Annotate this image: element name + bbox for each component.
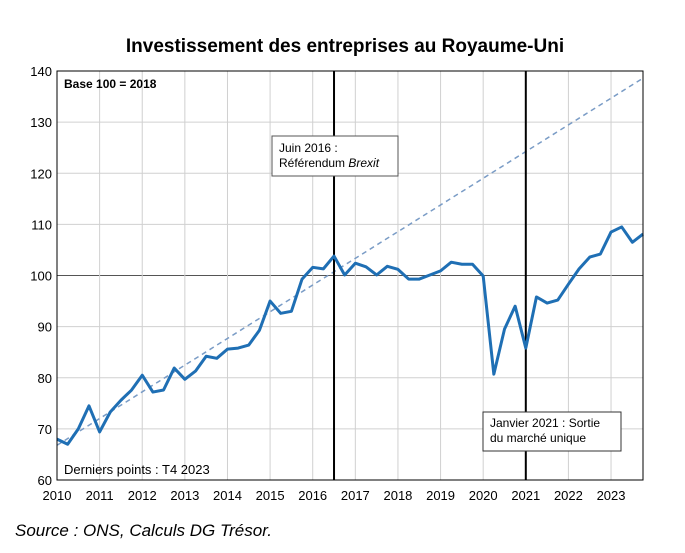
- y-tick-label: 140: [30, 64, 52, 79]
- annotations: Juin 2016 : Référendum Brexit Janvier 20…: [271, 135, 622, 452]
- brexit-annotation-text: Référendum: [279, 156, 348, 170]
- x-tick-label: 2018: [383, 488, 412, 503]
- x-tick-label: 2015: [256, 488, 285, 503]
- x-tick-label: 2017: [341, 488, 370, 503]
- x-tick-label: 2014: [213, 488, 242, 503]
- y-tick-label: 60: [38, 473, 52, 488]
- investment-line: [56, 225, 644, 446]
- y-tick-label: 70: [38, 422, 52, 437]
- brexit-annotation-line1: Juin 2016 :: [279, 141, 338, 155]
- y-tick-label: 90: [38, 320, 52, 335]
- single-market-annotation-box: [482, 411, 622, 452]
- brexit-annotation-box: [271, 135, 399, 177]
- x-tick-label: 2020: [469, 488, 498, 503]
- x-tick-label: 2022: [554, 488, 583, 503]
- y-axis: 60 70 80 90 100 110 120 130 140: [30, 64, 52, 488]
- y-tick-label: 100: [30, 269, 52, 284]
- base-label: Base 100 = 2018: [64, 77, 157, 91]
- x-tick-label: 2013: [170, 488, 199, 503]
- x-tick-label: 2019: [426, 488, 455, 503]
- last-points-note: Derniers points : T4 2023: [64, 462, 210, 477]
- x-axis: 2010 2011 2012 2013 2014 2015 2016 2017 2018 2019…: [43, 488, 626, 503]
- y-tick-label: 110: [31, 217, 52, 232]
- plot-frame: [56, 70, 644, 481]
- y-tick-label: 80: [38, 371, 52, 386]
- single-market-annotation-line1: Janvier 2021 : Sortie: [490, 416, 600, 430]
- brexit-annotation-italic: Brexit: [348, 156, 379, 170]
- trend-dashed-line: [56, 77, 644, 446]
- x-tick-label: 2023: [597, 488, 626, 503]
- source-note: Source : ONS, Calculs DG Trésor.: [15, 521, 272, 540]
- x-tick-label: 2010: [43, 488, 72, 503]
- x-tick-label: 2021: [511, 488, 540, 503]
- y-tick-label: 130: [30, 115, 52, 130]
- x-tick-label: 2016: [298, 488, 327, 503]
- trend-line: [56, 77, 644, 446]
- brexit-annotation-line2: Référendum Brexit: [279, 156, 380, 170]
- chart-title: Investissement des entreprises au Royaum…: [126, 36, 564, 57]
- y-tick-label: 120: [30, 166, 52, 181]
- single-market-annotation-line2: du marché unique: [490, 431, 586, 445]
- x-tick-label: 2012: [128, 488, 157, 503]
- x-tick-label: 2011: [86, 488, 114, 503]
